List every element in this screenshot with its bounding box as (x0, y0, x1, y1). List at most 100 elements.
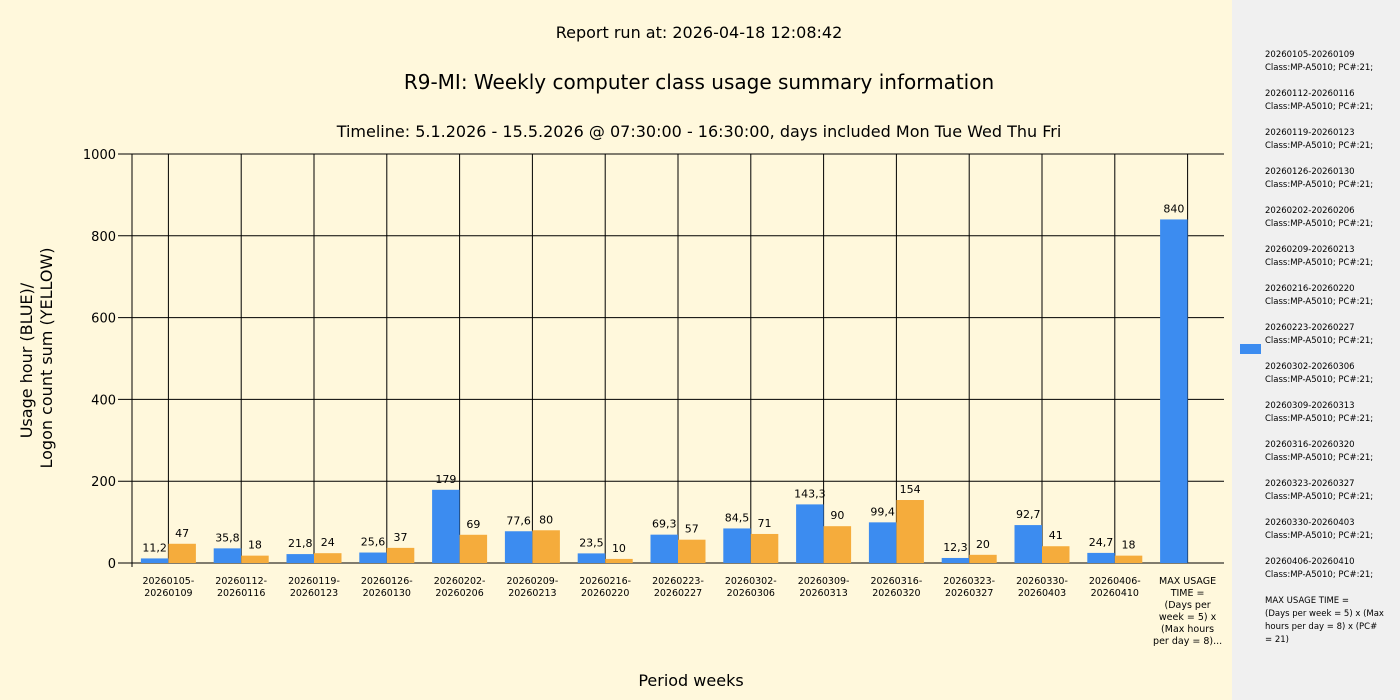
data-label-s0-c5: 77,6 (506, 514, 531, 527)
data-label-s0-c10: 99,4 (870, 505, 895, 518)
legend-entry: 20260330-20260403 Class:MP-A5010; PC#:21… (1265, 518, 1374, 541)
x-tick-label-line: 20260410 (1091, 588, 1139, 599)
legend-panel: 20260105-20260109 Class:MP-A5010; PC#:21… (1232, 0, 1400, 700)
bar-s0-c10 (868, 522, 897, 563)
x-tick-label-line: 20260119- (288, 576, 340, 587)
x-tick-label-line: TIME = (1170, 588, 1205, 599)
bar-s1-c9 (823, 526, 852, 563)
data-label-s0-c9: 143,3 (794, 487, 826, 500)
bar-s0-c13 (1087, 552, 1115, 563)
x-tick-label-line: (Max hours (1161, 624, 1214, 635)
x-axis-ticks: 20260105-2026010920260112-20260116202601… (143, 576, 1223, 647)
x-tick-label-line: 20260209- (507, 576, 559, 587)
x-tick-label-line: 20260320 (872, 588, 920, 599)
legend-entry: 20260126-20260130 Class:MP-A5010; PC#:21… (1265, 167, 1374, 190)
bar-s1-c0 (168, 543, 196, 563)
data-label-s1-c5: 80 (539, 513, 553, 526)
x-tick-label-line: 20260306 (727, 588, 775, 599)
bar-s0-c8 (723, 528, 751, 563)
data-label-s0-c1: 35,8 (215, 531, 240, 544)
x-tick-label-line: 20260323- (943, 576, 995, 587)
x-axis-label: Period weeks (638, 671, 743, 690)
x-tick-label-6: 20260216-20260220 (579, 576, 631, 599)
data-label-s1-c8: 71 (758, 517, 772, 530)
data-label-s0-c12: 92,7 (1016, 508, 1041, 521)
x-tick-label-line: 20260223- (652, 576, 704, 587)
data-label-s0-c13: 24,7 (1089, 536, 1114, 549)
y-axis-label-line-2: Logon count sum (YELLOW) (37, 247, 56, 468)
legend-entry: 20260316-20260320 Class:MP-A5010; PC#:21… (1265, 440, 1374, 463)
bar-s1-c7 (678, 539, 706, 563)
x-tick-label-line: 20260130 (363, 588, 411, 599)
data-label-s0-c11: 12,3 (943, 541, 968, 554)
bar-s1-c2 (314, 553, 342, 563)
legend-entry: 20260309-20260313 Class:MP-A5010; PC#:21… (1265, 401, 1374, 424)
y-tick-label-3: 600 (91, 312, 116, 327)
data-label-s1-c4: 69 (466, 518, 480, 531)
legend-entry: 20260302-20260306 Class:MP-A5010; PC#:21… (1265, 362, 1374, 385)
bar-s1-c13 (1114, 555, 1143, 563)
x-tick-label-line: 20260309- (798, 576, 850, 587)
bar-s1-c10 (896, 500, 924, 563)
legend-entry: 20260119-20260123 Class:MP-A5010; PC#:21… (1265, 128, 1374, 151)
data-label-s1-c7: 57 (685, 523, 699, 536)
x-tick-label-line: 20260206 (435, 588, 483, 599)
x-tick-label-line: 20260220 (581, 588, 629, 599)
x-tick-label-line: 20260213 (508, 588, 556, 599)
y-tick-label-1: 200 (91, 475, 116, 490)
x-tick-label-line: 20260327 (945, 588, 993, 599)
x-tick-label-line: 20260403 (1018, 588, 1066, 599)
y-tick-label-2: 400 (91, 393, 116, 408)
chart-subtitle: Timeline: 5.1.2026 - 15.5.2026 @ 07:30:0… (336, 122, 1062, 141)
x-tick-label-4: 20260202-20260206 (434, 576, 486, 599)
bar-s0-c11 (941, 557, 970, 563)
x-tick-label-line: 20260227 (654, 588, 702, 599)
legend-entry: 20260202-20260206 Class:MP-A5010; PC#:21… (1265, 206, 1374, 229)
y-axis-label: Usage hour (BLUE)/ Logon count sum (YELL… (17, 247, 56, 468)
data-label-s0-c2: 21,8 (288, 537, 313, 550)
data-label-s1-c9: 90 (830, 509, 844, 522)
x-tick-label-5: 20260209-20260213 (507, 576, 559, 599)
bar-chart: Report run at: 2026-04-18 12:08:42 R9-MI… (17, 23, 1224, 690)
legend-entry: 20260223-20260227 Class:MP-A5010; PC#:21… (1265, 323, 1374, 346)
chart-title: R9-MI: Weekly computer class usage summa… (404, 70, 994, 94)
grid-lines (118, 153, 1224, 567)
x-tick-label-line: week = 5) x (1159, 612, 1217, 623)
bar-s0-c14 (1160, 219, 1188, 563)
legend-entry: 20260105-20260109 Class:MP-A5010; PC#:21… (1265, 50, 1374, 73)
x-tick-label-line: MAX USAGE (1159, 576, 1216, 587)
data-label-s0-c3: 25,6 (361, 536, 386, 549)
x-tick-label-line: 20260330- (1016, 576, 1068, 587)
data-label-s1-c11: 20 (976, 538, 990, 551)
x-tick-label-12: 20260330-20260403 (1016, 576, 1068, 599)
legend-entry: 20260323-20260327 Class:MP-A5010; PC#:21… (1265, 479, 1374, 502)
y-tick-label-0: 0 (108, 557, 116, 572)
x-tick-label-line: per day = 8)... (1153, 636, 1222, 647)
x-tick-label-0: 20260105-20260109 (143, 576, 195, 599)
data-label-s1-c3: 37 (394, 531, 408, 544)
y-tick-label-5: 1000 (83, 148, 116, 163)
x-tick-label-line: 20260216- (579, 576, 631, 587)
bar-s0-c3 (359, 552, 387, 563)
x-tick-label-10: 20260316-20260320 (871, 576, 923, 599)
x-tick-label-11: 20260323-20260327 (943, 576, 995, 599)
x-tick-label-line: 20260313 (799, 588, 847, 599)
x-tick-label-line: 20260112- (215, 576, 267, 587)
x-tick-label-line: 20260126- (361, 576, 413, 587)
legend-entry: MAX USAGE TIME = (Days per week = 5) x (… (1265, 596, 1384, 645)
bar-s1-c8 (750, 533, 779, 563)
x-tick-label-line: 20260406- (1089, 576, 1141, 587)
bars: 11,2 35,8 21,8 25,6 179 77,6 23,5 69,3 84,5 143,3… (140, 202, 1188, 563)
bar-s0-c2 (286, 554, 314, 563)
bar-s0-c0 (140, 558, 169, 563)
x-tick-label-line: 20260316- (871, 576, 923, 587)
legend-entry: 20260216-20260220 Class:MP-A5010; PC#:21… (1265, 284, 1374, 307)
x-tick-label-13: 20260406-20260410 (1089, 576, 1141, 599)
x-tick-label-line: (Days per (1164, 600, 1210, 611)
x-tick-label-line: 20260302- (725, 576, 777, 587)
data-label-s1-c6: 10 (612, 542, 626, 555)
data-label-s0-c7: 69,3 (652, 518, 677, 531)
x-tick-label-2: 20260119-20260123 (288, 576, 340, 599)
y-axis-ticks: 0 200 400 600 800 1000 (83, 148, 116, 572)
legend-entry: 20260406-20260410 Class:MP-A5010; PC#:21… (1265, 557, 1374, 580)
